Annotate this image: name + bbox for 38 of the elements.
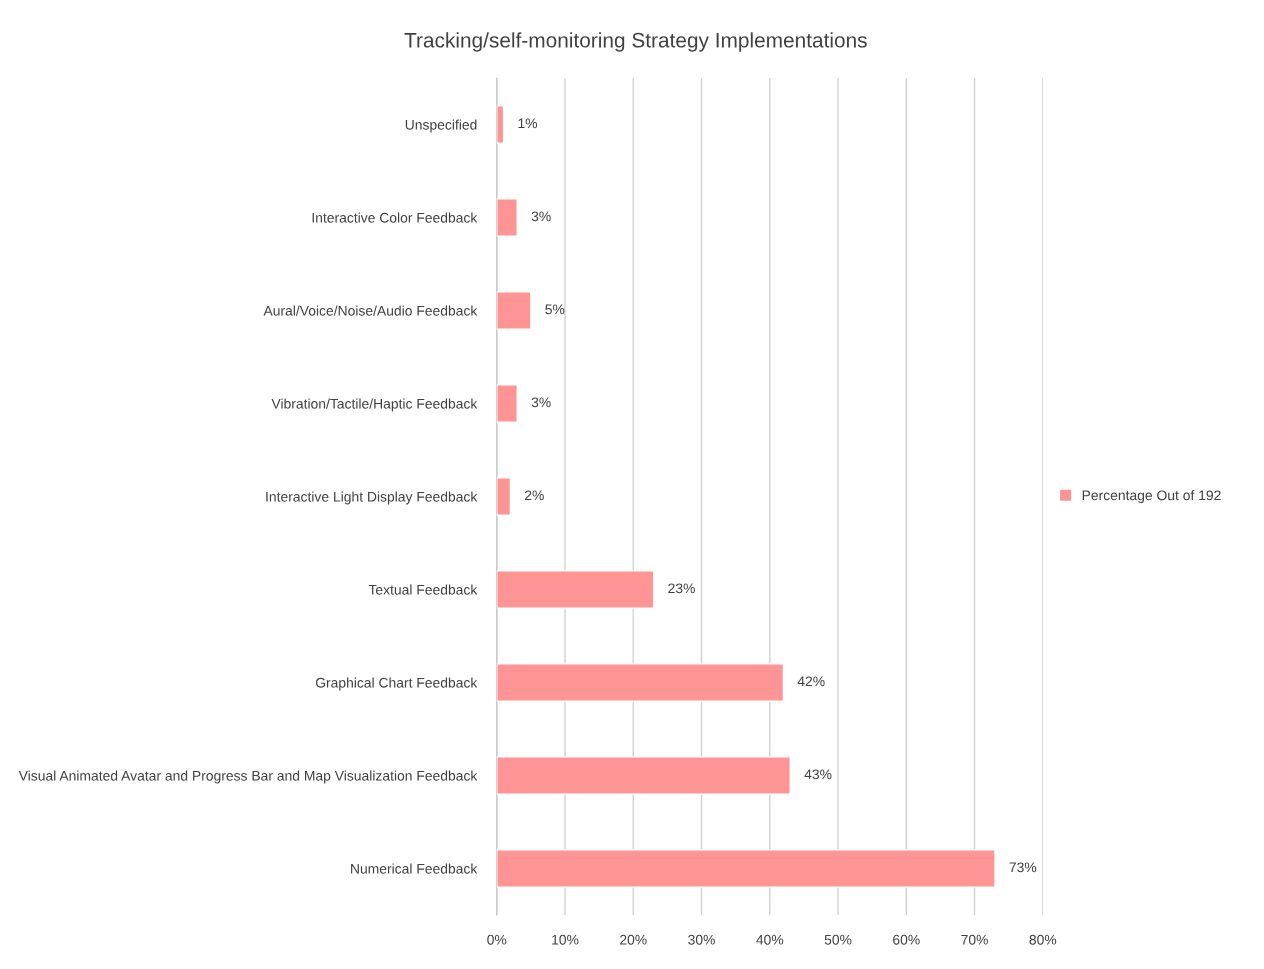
y-tick-label: Textual Feedback	[368, 584, 478, 595]
x-tick-label: 70%	[961, 934, 988, 945]
data-label: 43%	[804, 769, 832, 780]
bar	[496, 849, 996, 888]
data-label: 3%	[531, 397, 551, 408]
data-label: 23%	[668, 583, 695, 594]
y-tick-label: Aural/Voice/Noise/Audio Feedback	[263, 305, 478, 316]
data-label: 3%	[531, 211, 551, 222]
y-tick-label: Vibration/Tactile/Haptic Feedback	[271, 398, 478, 412]
y-tick-label: Interactive Color Feedback	[312, 212, 478, 223]
bar	[496, 477, 512, 516]
y-tick-label: Graphical Chart Feedback	[315, 677, 478, 691]
y-tick-label: Numerical Feedback	[351, 863, 478, 874]
x-tick-label: 60%	[893, 934, 920, 945]
bar	[496, 198, 518, 237]
data-label: 73%	[1009, 862, 1037, 873]
x-tick-label: 40%	[756, 934, 784, 945]
x-tick-label: 50%	[824, 934, 852, 945]
data-label: 5%	[545, 304, 565, 315]
y-tick-label: Unspecified	[405, 119, 477, 133]
bar	[496, 756, 791, 795]
chart-title: Tracking/self-monitoring Strategy Implementations	[404, 32, 867, 52]
data-label: 1%	[518, 118, 538, 129]
bar	[496, 291, 532, 330]
data-label: 42%	[797, 676, 825, 687]
data-label: 2%	[524, 490, 544, 501]
bar	[496, 570, 655, 609]
x-tick-label: 80%	[1029, 934, 1057, 945]
legend-label: Percentage Out of 192	[1082, 490, 1221, 503]
x-tick-label: 0%	[487, 934, 507, 945]
x-tick-label: 10%	[552, 934, 579, 945]
bar	[496, 105, 505, 144]
x-tick-label: 30%	[688, 934, 715, 945]
bar	[496, 384, 518, 423]
bar	[496, 663, 785, 702]
x-tick-label: 20%	[620, 934, 647, 945]
y-tick-label: Interactive Light Display Feedback	[266, 491, 478, 505]
y-tick-label: Visual Animated Avatar and Progress Bar and Map Visualization Feedback	[18, 770, 478, 784]
